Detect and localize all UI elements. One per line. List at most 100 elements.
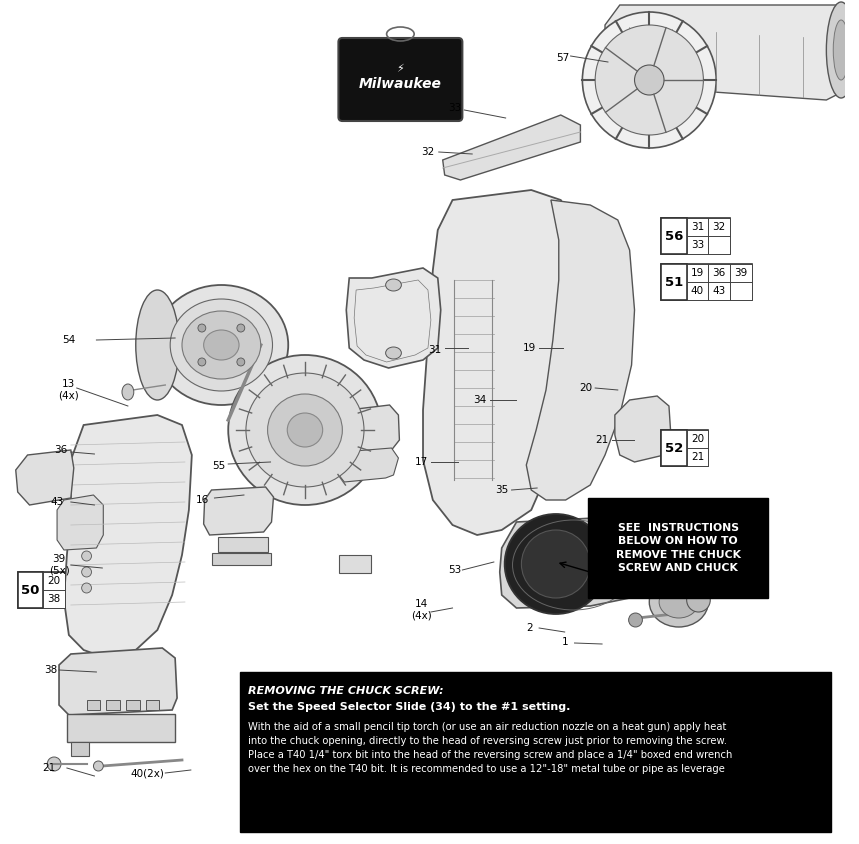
Ellipse shape: [82, 567, 92, 577]
Bar: [70, 742, 88, 756]
Ellipse shape: [47, 757, 61, 771]
Ellipse shape: [198, 358, 206, 366]
Bar: [661, 264, 752, 300]
Bar: [588, 498, 768, 598]
Text: 2: 2: [526, 623, 533, 633]
Bar: [240, 672, 832, 832]
Text: 16: 16: [196, 495, 210, 505]
Polygon shape: [605, 5, 846, 100]
Ellipse shape: [386, 279, 401, 291]
Polygon shape: [59, 648, 177, 715]
Ellipse shape: [122, 384, 134, 400]
Text: 38: 38: [47, 594, 61, 604]
Bar: [686, 264, 709, 282]
Ellipse shape: [826, 2, 856, 98]
Bar: [43, 590, 65, 608]
Ellipse shape: [635, 65, 664, 95]
Polygon shape: [334, 448, 399, 482]
Bar: [67, 714, 175, 742]
Text: 21: 21: [691, 452, 704, 462]
Ellipse shape: [268, 394, 343, 466]
Bar: [686, 236, 709, 254]
Bar: [18, 572, 65, 608]
Bar: [686, 448, 709, 466]
Text: 32: 32: [712, 222, 726, 232]
Text: 40: 40: [691, 286, 704, 296]
Ellipse shape: [582, 12, 716, 148]
Ellipse shape: [204, 330, 239, 360]
Polygon shape: [423, 190, 585, 535]
Polygon shape: [527, 200, 635, 500]
Text: 31: 31: [691, 222, 704, 232]
Ellipse shape: [94, 761, 103, 771]
Ellipse shape: [505, 514, 607, 614]
Ellipse shape: [659, 586, 698, 618]
Text: 40(2x): 40(2x): [131, 768, 165, 778]
Ellipse shape: [155, 285, 289, 405]
Ellipse shape: [686, 588, 710, 612]
Text: 36: 36: [712, 268, 726, 278]
Bar: [339, 555, 371, 573]
Bar: [87, 700, 101, 710]
Bar: [43, 572, 65, 590]
Bar: [730, 264, 752, 282]
Text: 51: 51: [665, 275, 683, 289]
Text: 50: 50: [21, 583, 40, 597]
Bar: [211, 553, 271, 565]
Text: 33: 33: [691, 240, 704, 250]
Bar: [686, 218, 709, 236]
Polygon shape: [442, 115, 581, 180]
Ellipse shape: [82, 551, 92, 561]
Text: 43: 43: [712, 286, 726, 296]
Text: 57: 57: [556, 53, 570, 63]
Text: 1: 1: [562, 637, 568, 647]
Polygon shape: [15, 450, 74, 505]
Ellipse shape: [237, 358, 245, 366]
Bar: [709, 282, 730, 300]
Text: 19: 19: [691, 268, 704, 278]
Text: 19: 19: [522, 343, 536, 353]
Polygon shape: [64, 415, 192, 658]
Text: 52: 52: [665, 441, 683, 455]
Text: 17: 17: [414, 457, 428, 467]
Text: With the aid of a small pencil tip torch (or use an air reduction nozzle on a he: With the aid of a small pencil tip torch…: [248, 722, 732, 774]
Bar: [686, 430, 709, 448]
Ellipse shape: [649, 577, 709, 627]
Ellipse shape: [182, 311, 260, 379]
Text: 21: 21: [43, 763, 56, 773]
Ellipse shape: [237, 324, 245, 332]
Ellipse shape: [136, 290, 179, 400]
Bar: [18, 572, 43, 608]
Polygon shape: [500, 518, 648, 608]
Bar: [661, 430, 686, 466]
Bar: [661, 218, 686, 254]
Text: 32: 32: [421, 147, 435, 157]
Text: 39: 39: [734, 268, 747, 278]
Bar: [730, 282, 752, 300]
Text: 39
(5x): 39 (5x): [49, 555, 70, 576]
Ellipse shape: [198, 324, 206, 332]
Bar: [145, 700, 160, 710]
Text: 20: 20: [691, 434, 704, 444]
Polygon shape: [615, 396, 671, 462]
Text: 33: 33: [448, 103, 461, 113]
Polygon shape: [57, 495, 103, 550]
Text: REMOVING THE CHUCK SCREW:: REMOVING THE CHUCK SCREW:: [248, 686, 443, 696]
Ellipse shape: [287, 413, 323, 447]
Ellipse shape: [170, 299, 272, 391]
Ellipse shape: [228, 355, 381, 505]
Text: 31: 31: [428, 345, 442, 355]
Text: SEE  INSTRUCTIONS
BELOW ON HOW TO
REMOVE THE CHUCK
SCREW AND CHUCK: SEE INSTRUCTIONS BELOW ON HOW TO REMOVE …: [616, 523, 740, 573]
Text: 56: 56: [665, 230, 683, 242]
Ellipse shape: [629, 613, 643, 627]
Ellipse shape: [595, 25, 704, 135]
Text: 34: 34: [473, 395, 487, 405]
Text: 38: 38: [45, 665, 58, 675]
Polygon shape: [339, 405, 399, 454]
Text: 20: 20: [579, 383, 592, 393]
Ellipse shape: [662, 433, 676, 447]
Text: Set the Speed Selector Slide (34) to the #1 setting.: Set the Speed Selector Slide (34) to the…: [248, 702, 570, 712]
FancyBboxPatch shape: [338, 38, 462, 121]
Bar: [126, 700, 140, 710]
Text: 35: 35: [495, 485, 509, 495]
